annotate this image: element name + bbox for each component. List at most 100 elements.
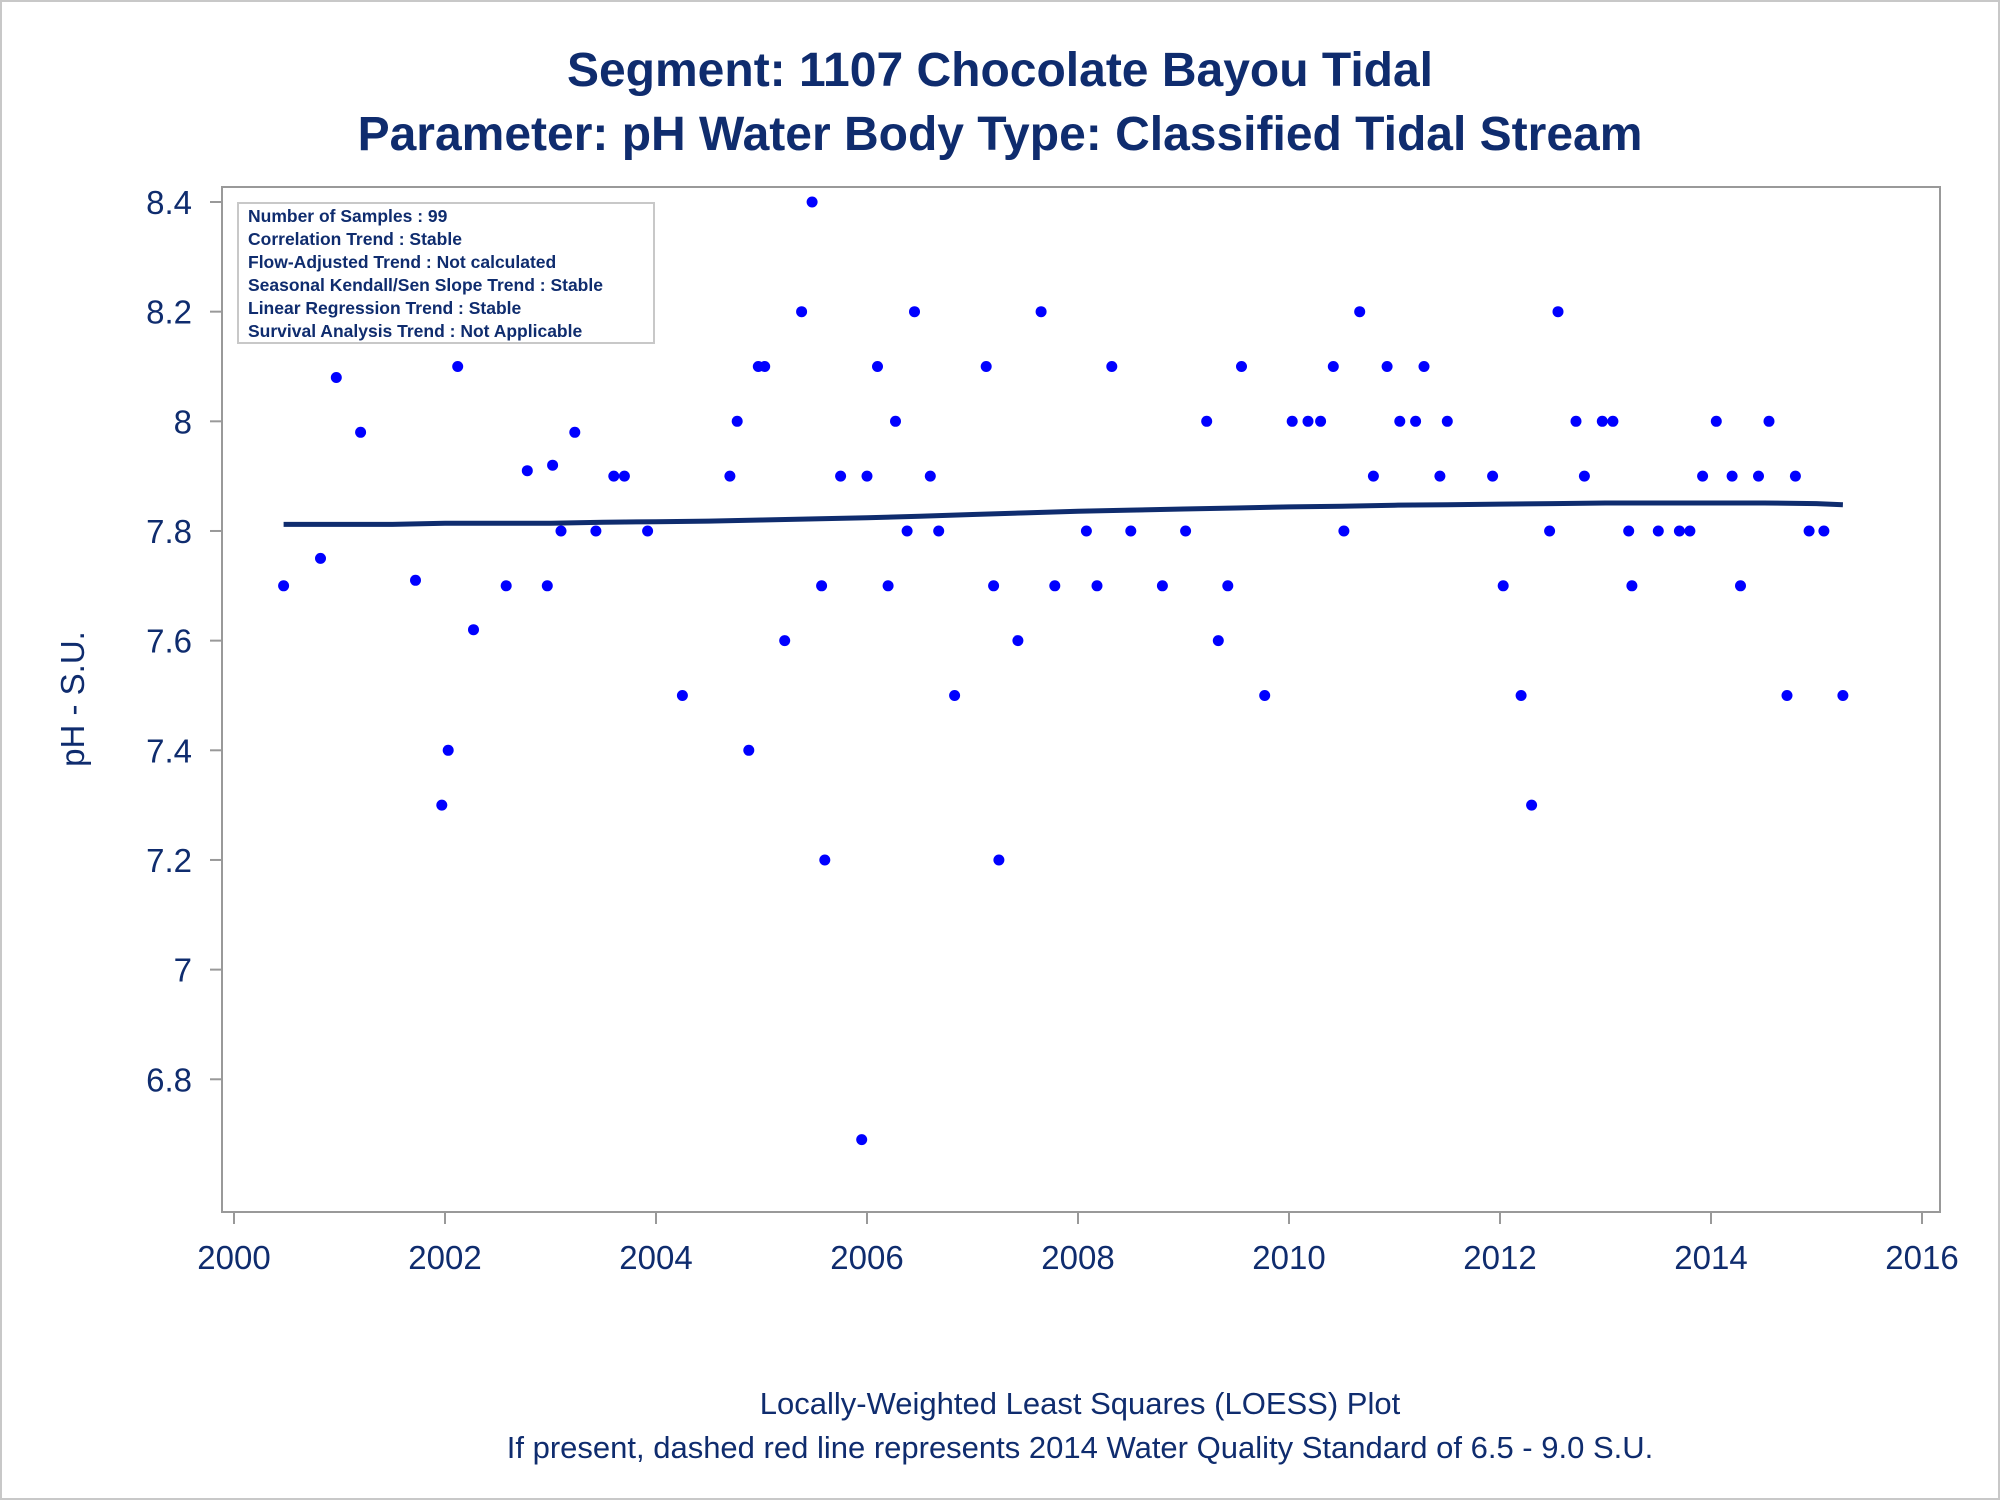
x-tick-label: 2000	[197, 1239, 270, 1276]
data-point	[1106, 361, 1118, 372]
data-point	[1803, 525, 1815, 537]
stats-line-correlation: Correlation Trend : Stable	[248, 229, 462, 249]
data-point	[1049, 580, 1061, 592]
data-point	[1125, 525, 1137, 537]
data-point	[1394, 415, 1406, 427]
data-point	[1338, 525, 1350, 537]
data-point	[1354, 306, 1366, 318]
data-point	[1753, 470, 1764, 482]
data-point	[1673, 525, 1685, 537]
data-point	[278, 580, 290, 592]
x-tick-label: 2016	[1885, 1239, 1958, 1276]
data-point	[988, 580, 1000, 592]
data-point	[642, 525, 654, 537]
data-point	[1418, 361, 1430, 372]
data-point	[590, 525, 602, 537]
footnote-standard: If present, dashed red line represents 2…	[507, 1430, 1654, 1465]
data-point	[521, 465, 533, 477]
stats-line-survival-analysis: Survival Analysis Trend : Not Applicable	[248, 321, 582, 341]
data-point	[1381, 361, 1393, 372]
data-point	[1212, 635, 1224, 647]
data-point	[724, 470, 736, 482]
x-tick-label: 2012	[1463, 1239, 1536, 1276]
data-point	[1497, 580, 1509, 592]
points-layer	[278, 196, 1849, 1146]
data-point	[1515, 690, 1527, 701]
data-point	[315, 552, 326, 564]
data-point	[731, 415, 743, 427]
data-point	[500, 580, 512, 592]
loess-trend-line	[283, 500, 1844, 527]
data-point	[1735, 580, 1746, 592]
chart-subtitle: Parameter: pH Water Body Type: Classifie…	[358, 108, 1643, 161]
data-point	[1623, 525, 1635, 537]
stats-line-linear-regression: Linear Regression Trend : Stable	[248, 298, 522, 318]
data-point	[1091, 580, 1103, 592]
data-point	[1837, 690, 1849, 701]
data-point	[555, 525, 567, 537]
data-point	[796, 306, 808, 318]
x-tick-label: 2008	[1041, 1239, 1114, 1276]
data-point	[1544, 525, 1556, 537]
data-point	[1012, 635, 1024, 647]
data-point	[779, 635, 791, 647]
y-tick-label: 7.2	[146, 842, 192, 879]
y-tick-label: 7.6	[146, 623, 192, 660]
data-point	[1222, 580, 1234, 592]
data-point	[856, 1134, 868, 1146]
data-point	[949, 690, 961, 701]
data-point	[743, 744, 755, 756]
stats-line-flow-adjusted: Flow-Adjusted Trend : Not calculated	[248, 252, 556, 272]
data-point	[618, 470, 630, 482]
x-tick-label: 2002	[408, 1239, 481, 1276]
y-tick-label: 7	[174, 952, 192, 989]
y-tick-label: 7.4	[146, 732, 192, 769]
data-point	[547, 459, 559, 471]
data-point	[1763, 415, 1775, 427]
data-point	[1596, 415, 1608, 427]
data-point	[1818, 525, 1830, 537]
data-point	[1487, 470, 1499, 482]
data-point	[816, 580, 828, 592]
data-point	[1156, 580, 1168, 592]
y-tick-label: 8	[174, 403, 192, 440]
data-point	[759, 361, 771, 372]
data-point	[980, 361, 992, 372]
data-point	[901, 525, 913, 537]
data-point	[1327, 361, 1339, 372]
data-point	[1080, 525, 1092, 537]
data-point	[890, 415, 901, 427]
data-point	[1652, 525, 1664, 537]
data-point	[410, 574, 421, 586]
y-tick-label: 6.8	[146, 1061, 192, 1098]
y-tick-label: 8.4	[146, 184, 192, 221]
data-point	[993, 854, 1005, 866]
y-tick-label: 7.8	[146, 513, 192, 550]
footnote-loess: Locally-Weighted Least Squares (LOESS) P…	[760, 1386, 1401, 1421]
data-point	[1710, 415, 1722, 427]
data-point	[1607, 415, 1619, 427]
data-point	[1302, 415, 1314, 427]
data-point	[1684, 525, 1696, 537]
data-point	[541, 580, 553, 592]
data-point	[924, 470, 936, 482]
x-tick-label: 2014	[1674, 1239, 1747, 1276]
data-point	[1259, 690, 1271, 701]
data-point	[819, 854, 831, 866]
data-point	[835, 470, 847, 482]
chart-title: Segment: 1107 Chocolate Bayou Tidal	[567, 44, 1433, 97]
plot-frame	[221, 186, 1941, 1213]
stats-box-frame	[237, 202, 655, 344]
x-tick-label: 2006	[830, 1239, 903, 1276]
data-point	[806, 196, 818, 208]
data-point	[1180, 525, 1192, 537]
data-point	[1441, 415, 1453, 427]
stats-line-samples: Number of Samples : 99	[248, 206, 448, 226]
data-point	[1626, 580, 1638, 592]
data-point	[442, 744, 454, 756]
stats-line-seasonal-kendall: Seasonal Kendall/Sen Slope Trend : Stabl…	[248, 275, 603, 295]
x-axis: 2000 2002 2004 2006 2008 2010 2012 2014 2016	[197, 1212, 1959, 1276]
data-point	[909, 306, 920, 318]
data-point	[436, 799, 448, 811]
